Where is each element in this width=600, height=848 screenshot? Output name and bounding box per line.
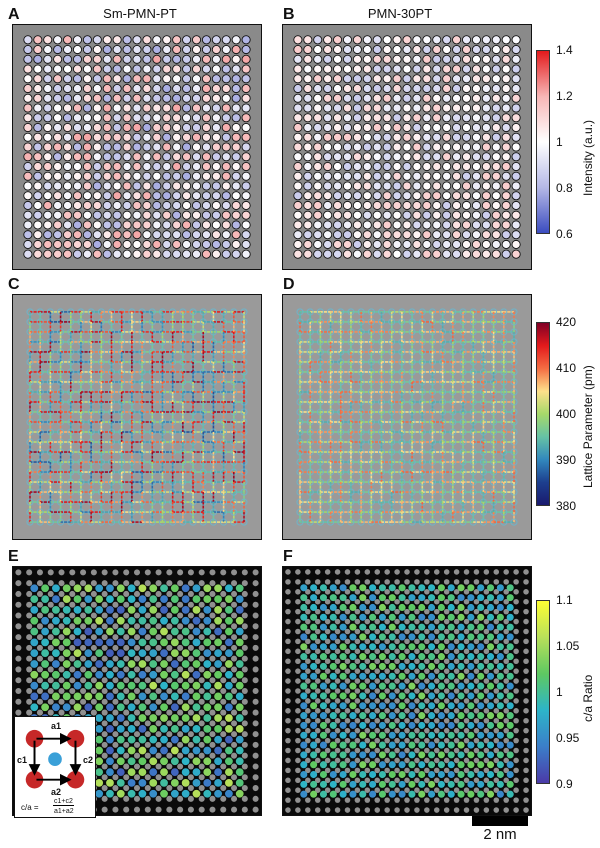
atom-top-left-icon [25,729,44,748]
atom-center-icon [48,752,62,767]
inset-formula-denominator: a1+a2 [54,808,74,815]
panel-label-e: E [8,548,19,565]
colorbar-ca-ratio [536,600,550,784]
panel-f-ca-map [282,566,532,816]
title-sm-pmn-pt: Sm-PMN-PT [103,6,177,21]
panel-label-d: D [283,276,295,293]
inset-label-a1: a1 [51,721,62,731]
cb-lattice-tick-3: 400 [556,407,577,421]
panel-d-lattice-map [282,294,532,540]
panel-label-f: F [283,548,293,565]
cb-ca-tick-4: 0.95 [556,731,580,745]
colorbar-lattice-parameter [536,322,550,506]
panel-label-a: A [8,6,20,23]
cb-intensity-tick-3: 1 [556,135,563,149]
cb-lattice-tick-4: 390 [556,453,577,467]
cb-intensity-title: Intensity (a.u.) [581,119,595,196]
inset-label-c2: c2 [83,755,94,765]
cb-ca-tick-2: 1.05 [556,639,580,653]
title-pmn-30pt: PMN-30PT [367,6,433,21]
cb-ca-title: c/a Ratio [581,674,595,722]
cb-intensity-tick-5: 0.6 [556,227,573,241]
cb-lattice-tick-1: 420 [556,315,577,329]
ca-ratio-schematic-inset: a1 a2 c1 c2 c/a = c1+c2 a1+a2 [14,716,96,818]
panel-a-intensity-map [12,24,262,270]
scale-bar [472,816,528,826]
panel-b-intensity-map [282,24,532,270]
panel-label-b: B [283,6,295,23]
cb-lattice-tick-2: 410 [556,361,577,375]
inset-label-c1: c1 [17,755,28,765]
cb-ca-tick-5: 0.9 [556,777,573,791]
cb-ca-tick-1: 1.1 [556,593,573,607]
cb-intensity-tick-4: 0.8 [556,181,573,195]
inset-label-a2: a2 [51,787,62,797]
panel-label-c: C [8,276,20,293]
cb-lattice-tick-5: 380 [556,499,577,513]
cb-intensity-tick-1: 1.4 [556,43,573,57]
inset-formula-lhs: c/a = [21,803,39,812]
colorbar-intensity [536,50,550,234]
panel-c-lattice-map [12,294,262,540]
cb-lattice-title: Lattice Parameter (pm) [581,365,595,488]
inset-formula-numerator: c1+c2 [53,798,74,806]
scale-bar-label: 2 nm [483,826,517,843]
cb-ca-tick-3: 1 [556,685,563,699]
cb-intensity-tick-2: 1.2 [556,89,573,103]
